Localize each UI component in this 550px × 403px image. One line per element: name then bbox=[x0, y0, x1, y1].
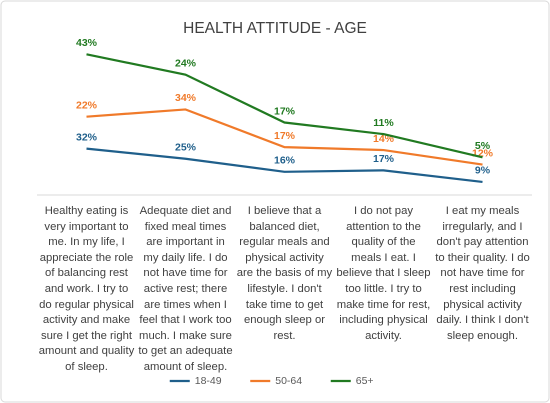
data-label: 25% bbox=[175, 142, 197, 154]
data-label: 16% bbox=[274, 155, 296, 167]
x-tick-label: I believe that a balanced diet, regular … bbox=[236, 205, 333, 342]
data-label: 32% bbox=[76, 131, 98, 143]
series-line bbox=[86, 108, 483, 166]
data-label: 24% bbox=[175, 57, 197, 69]
x-tick-label: Healthy eating is very important to me. … bbox=[38, 205, 135, 373]
data-label: 11% bbox=[373, 117, 394, 129]
data-label: 5% bbox=[475, 140, 491, 152]
data-label: 17% bbox=[274, 105, 296, 117]
data-label: 9% bbox=[475, 165, 491, 177]
x-tick-label: I do not pay attention to the quality of… bbox=[336, 205, 431, 342]
chart-title: HEALTH ATTITUDE - AGE bbox=[183, 20, 367, 37]
legend-label: 65+ bbox=[356, 375, 374, 387]
data-label: 17% bbox=[373, 153, 395, 165]
legend-label: 18-49 bbox=[195, 375, 222, 387]
series-line bbox=[86, 53, 483, 159]
data-label: 43% bbox=[76, 37, 98, 49]
data-label: 22% bbox=[76, 99, 98, 111]
series-line bbox=[86, 147, 483, 184]
legend-label: 50-64 bbox=[275, 375, 302, 387]
data-label: 17% bbox=[274, 130, 296, 142]
data-label: 34% bbox=[175, 92, 197, 104]
x-tick-label: Adequate diet and fixed meal times are i… bbox=[138, 205, 233, 373]
x-tick-label: I eat my meals irregularly, and I don't … bbox=[435, 205, 530, 342]
